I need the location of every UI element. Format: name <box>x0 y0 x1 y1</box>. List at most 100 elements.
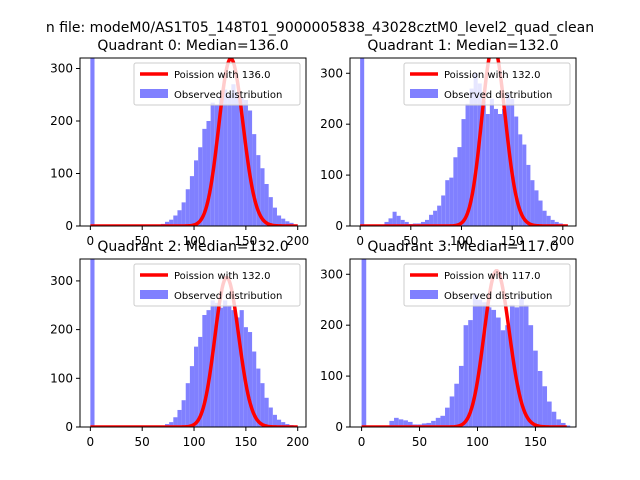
histogram-bar <box>506 93 511 226</box>
quadrant-2-panel: 0 50 100 150 200 0 100 200 300 Quadrant 2: Median… <box>50 239 309 449</box>
histogram-bar <box>560 422 566 427</box>
histogram-bar <box>256 155 261 226</box>
histogram-bar <box>469 88 474 226</box>
poisson-curve <box>89 275 299 427</box>
x-tick-label: 150 <box>501 234 524 248</box>
histogram-bar <box>457 147 462 226</box>
histogram-bar <box>518 134 523 226</box>
histogram-bar <box>433 210 438 226</box>
legend-label-poisson: Poission with 132.0 <box>174 271 270 282</box>
histogram-bar <box>198 147 203 226</box>
histogram-bar <box>472 294 478 427</box>
histogram-bar <box>256 368 261 427</box>
histogram-bar <box>177 210 182 226</box>
histogram-bar <box>247 332 253 427</box>
legend-bar-swatch <box>410 89 438 98</box>
poisson-curve <box>361 269 568 427</box>
histogram-bar <box>502 108 507 226</box>
legend-label-observed: Observed distribution <box>174 90 282 101</box>
histogram <box>90 259 298 427</box>
y-tick-label: 0 <box>65 420 73 434</box>
histogram-bar <box>486 307 492 427</box>
axes-frame <box>79 258 307 428</box>
histogram-bar <box>398 419 404 427</box>
legend-label-observed: Observed distribution <box>444 90 552 101</box>
histogram-bar <box>218 97 224 226</box>
x-tick-label: 0 <box>356 234 364 248</box>
histogram-bar <box>235 92 240 226</box>
histogram-bar <box>441 195 446 226</box>
panel-title: Quadrant 0: Median=136.0 <box>97 38 288 54</box>
histogram-bar <box>481 101 486 226</box>
legend-label-observed: Observed distribution <box>174 291 282 302</box>
x-tick-label: 200 <box>286 435 309 449</box>
histogram-bar <box>252 134 257 226</box>
x-tick-label: 100 <box>183 234 206 248</box>
histogram-bar <box>454 383 459 427</box>
x-tick-label: 50 <box>135 234 150 248</box>
histogram-bar <box>505 325 510 427</box>
x-tick-label: 200 <box>551 234 574 248</box>
histogram-bar <box>519 297 524 427</box>
histogram-bar <box>272 207 277 226</box>
histogram-bar <box>165 221 170 226</box>
histogram-bar <box>231 84 236 226</box>
histogram-bar <box>169 219 174 226</box>
histogram-bar <box>542 210 547 226</box>
x-tick-label: 150 <box>234 234 257 248</box>
x-tick-label: 50 <box>135 435 150 449</box>
histogram-bar <box>556 419 561 427</box>
histogram-bar <box>281 218 286 226</box>
histogram-bar <box>260 168 265 226</box>
legend: Poission with 136.0 Observed distribution <box>133 62 301 106</box>
histogram-bar <box>514 116 519 226</box>
histogram-bar <box>435 417 441 427</box>
histogram-bar <box>281 422 286 427</box>
y-tick-label: 200 <box>50 323 73 337</box>
histogram-bar <box>522 144 527 226</box>
histogram-bar <box>400 219 405 226</box>
x-tick-label: 50 <box>412 435 427 449</box>
histogram-bar <box>437 205 442 226</box>
histogram-bar <box>268 407 273 427</box>
histogram-bar <box>533 350 538 427</box>
legend-box <box>403 263 571 307</box>
histogram-bar <box>214 302 219 427</box>
histogram-bar <box>272 414 277 427</box>
histogram-bar <box>420 221 425 226</box>
histogram-bar <box>537 371 543 427</box>
y-tick-label: 100 <box>320 369 343 383</box>
histogram-bar <box>547 401 552 427</box>
histogram-bar <box>202 128 207 226</box>
panels: 0 50 100 150 200 0 100 200 300 Quadrant 0: Median… <box>50 38 577 449</box>
histogram-bar <box>189 366 195 427</box>
histogram-bar <box>404 221 409 226</box>
histogram-bar <box>534 190 539 226</box>
histogram-bar <box>538 200 543 226</box>
histogram-bar <box>491 309 497 427</box>
histogram-bar <box>461 119 466 226</box>
histogram-bar <box>477 83 482 226</box>
histogram-bar <box>493 108 498 226</box>
histogram-bar <box>485 114 490 226</box>
x-tick-label: 150 <box>234 435 257 449</box>
histogram-bar <box>189 176 195 226</box>
histogram-bar <box>239 97 244 226</box>
histogram-bar <box>445 180 450 226</box>
axes-frame <box>79 57 307 227</box>
histogram-bar <box>473 73 478 226</box>
y-tick-label: 100 <box>320 168 343 182</box>
histogram-bar <box>403 420 408 427</box>
histogram-bar <box>181 202 186 226</box>
histogram-bar <box>90 259 95 427</box>
panel-title: Quadrant 1: Median=132.0 <box>367 38 558 54</box>
x-tick-label: 0 <box>358 435 366 449</box>
histogram-bar <box>173 417 178 427</box>
histogram-bar <box>449 396 455 427</box>
histogram-bar <box>424 219 430 226</box>
quadrant-3-panel: 0 50 100 150 0 100 200 300 Quadrant 3: Median=11… <box>320 239 577 449</box>
histogram-bar <box>177 409 182 427</box>
x-tick-label: 200 <box>286 234 309 248</box>
histogram-bar <box>497 114 503 226</box>
